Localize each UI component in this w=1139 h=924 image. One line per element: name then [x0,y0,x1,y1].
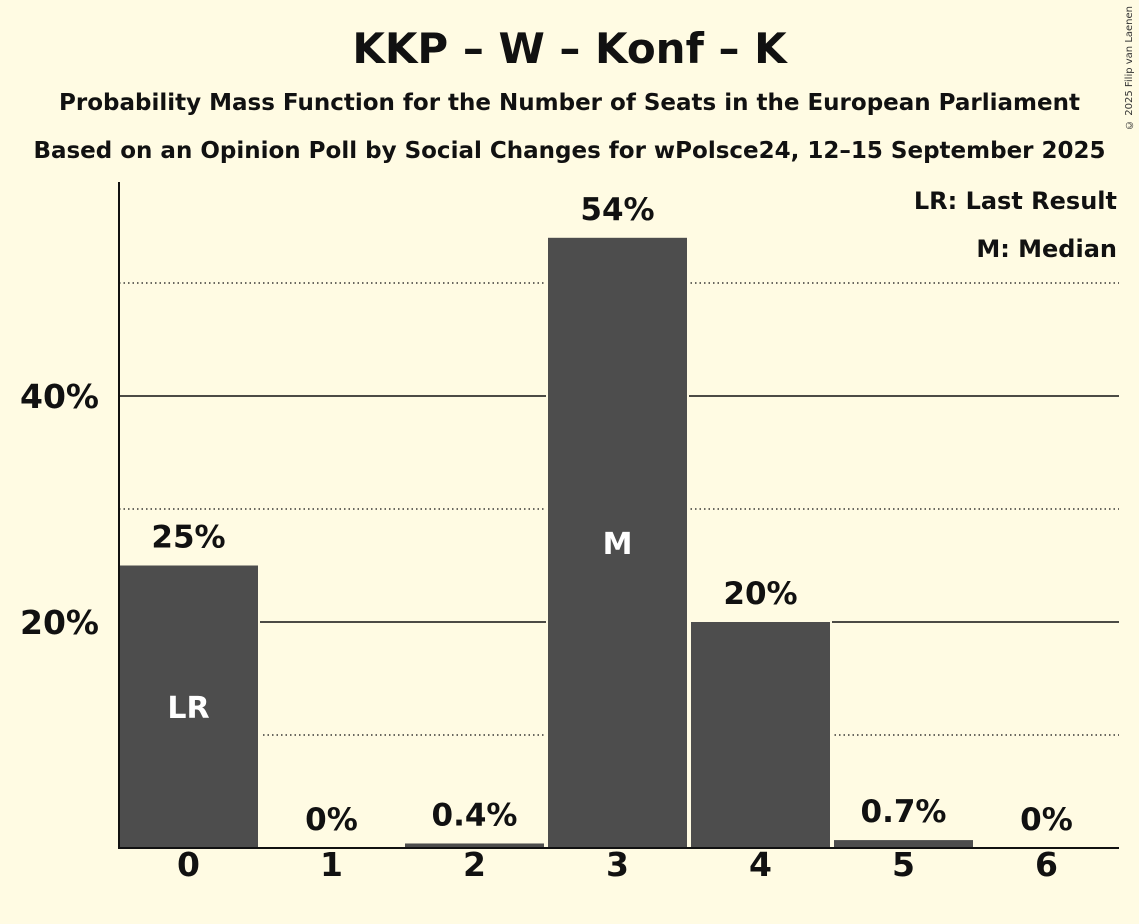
legend-entry: M: Median [976,235,1117,263]
bar [691,622,830,848]
y-tick-label: 40% [20,377,99,416]
x-tick-label: 2 [463,845,486,884]
bar-value-label: 25% [151,520,225,556]
bar-value-label: 0.7% [861,794,947,830]
x-tick-label: 5 [892,845,915,884]
bar [119,565,258,848]
x-tick-label: 3 [606,845,629,884]
x-tick-label: 0 [177,845,200,884]
bar-marker-label: M [603,527,633,562]
y-tick-label: 20% [20,603,99,642]
chart-subtitle-source: Based on an Opinion Poll by Social Chang… [33,138,1106,164]
chart-subtitle: Probability Mass Function for the Number… [59,90,1080,116]
bar-value-label: 0% [305,802,358,838]
bar-value-label: 20% [723,576,797,612]
x-tick-label: 6 [1035,845,1058,884]
bar-value-label: 0% [1020,802,1073,838]
legend-entry: LR: Last Result [914,187,1117,215]
bar-marker-label: LR [167,691,209,726]
bar [834,840,973,848]
x-tick-label: 1 [320,845,343,884]
bar-value-label: 54% [580,192,654,228]
x-tick-label: 4 [749,845,772,884]
chart-title: KKP – W – Konf – K [352,24,787,73]
bar [405,843,544,848]
bar [548,237,687,849]
bar-value-label: 0.4% [432,797,518,833]
